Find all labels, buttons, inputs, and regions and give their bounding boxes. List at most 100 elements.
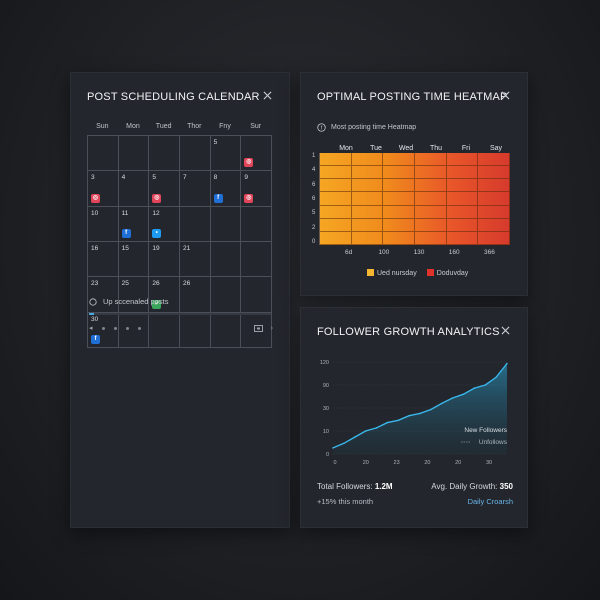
heatmap-cell xyxy=(383,179,415,193)
calendar-day-cell[interactable]: 7 xyxy=(179,171,211,207)
calendar-day-cell[interactable]: 10 xyxy=(88,206,119,242)
calendar-day-cell[interactable] xyxy=(118,312,150,348)
legend-item: Doduvday xyxy=(426,269,469,277)
calendar-day-cell[interactable] xyxy=(210,277,242,313)
heatmap-cell xyxy=(320,192,352,206)
day-number: 16 xyxy=(91,244,99,252)
heatmap-cell xyxy=(478,231,510,245)
heatmap-cell xyxy=(478,192,510,206)
close-icon[interactable] xyxy=(497,322,513,338)
calendar-day-cell[interactable]: ◎ xyxy=(241,136,272,172)
calendar-day-cell[interactable] xyxy=(179,206,211,242)
whatsapp-icon[interactable]: ✓ xyxy=(152,299,162,309)
calendar-day-cell[interactable]: 21 xyxy=(179,241,211,278)
instagram-icon[interactable]: ◎ xyxy=(244,193,254,203)
calendar-day-cell[interactable]: 4 xyxy=(118,171,150,207)
avg-growth: Avg. Daily Growth: 350 xyxy=(431,482,513,491)
daily-growth-link[interactable]: Daily Croarsh xyxy=(467,497,513,506)
heatmap-cell xyxy=(414,179,447,193)
total-followers: Total Followers: 1.2M xyxy=(317,482,393,491)
calendar-day-cell[interactable] xyxy=(149,312,180,348)
instagram-icon[interactable]: ◎ xyxy=(244,158,254,168)
weekday-header: Sun Mon Tued Thor Fny Sur xyxy=(87,123,271,130)
twitter-icon[interactable]: • xyxy=(152,228,162,238)
x-tick-label: 30 xyxy=(486,460,492,466)
page-dot[interactable] xyxy=(101,326,105,330)
total-label: Total Followers: xyxy=(317,482,373,491)
heatmap-cell xyxy=(383,153,415,167)
heatmap-cell xyxy=(320,153,352,167)
heatmap-subtitle-row: f Most posting time Heatmap xyxy=(317,123,416,132)
instagram-icon[interactable]: ◎ xyxy=(91,193,100,203)
heatmap-cell xyxy=(446,218,479,232)
calendar-day-cell[interactable] xyxy=(210,241,242,278)
heatmap-cell xyxy=(383,205,415,219)
heatmap-cell xyxy=(446,231,479,245)
data-point xyxy=(375,427,378,429)
close-icon[interactable] xyxy=(259,87,275,103)
calendar-day-cell[interactable]: 19 xyxy=(149,241,180,278)
calendar-view-icon[interactable] xyxy=(253,324,263,332)
calendar-day-cell[interactable]: 9 ◎ xyxy=(241,171,272,207)
data-point xyxy=(343,442,345,445)
legend-new-followers: New Followers xyxy=(464,427,507,434)
page-dot[interactable] xyxy=(113,326,117,330)
heatmap-y-axis: 1 4 6 6 5 2 0 xyxy=(312,153,315,245)
calendar-day-cell[interactable] xyxy=(241,206,272,242)
prev-icon[interactable]: ◂ xyxy=(89,325,93,332)
calendar-day-cell[interactable]: 5 xyxy=(210,136,242,172)
page-dot[interactable] xyxy=(125,326,129,330)
calendar-day-cell[interactable]: 12 • xyxy=(149,206,180,242)
heatmap-cell xyxy=(478,179,510,193)
calendar-day-cell[interactable] xyxy=(179,136,211,172)
x-tick-label: 0 xyxy=(333,460,336,466)
calendar-day-cell[interactable] xyxy=(179,312,211,348)
calendar-day-cell[interactable]: 3 ◎ xyxy=(88,171,119,207)
calendar-day-cell[interactable]: 30 f xyxy=(88,312,119,348)
calendar-day-cell[interactable]: 5 ◎ xyxy=(149,171,180,207)
heatmap-cell xyxy=(446,192,479,206)
legend-item: Ued nursday xyxy=(367,269,417,277)
close-icon[interactable] xyxy=(497,87,513,103)
calendar-day-cell[interactable]: 15 xyxy=(118,241,150,278)
page-dot[interactable] xyxy=(137,326,141,330)
day-label: Thu xyxy=(429,145,443,152)
calendar-day-cell[interactable] xyxy=(210,312,242,348)
calendar-day-cell[interactable] xyxy=(88,136,119,172)
facebook-icon[interactable]: f xyxy=(213,193,223,203)
calendar-day-cell[interactable] xyxy=(118,136,150,172)
info-icon: f xyxy=(317,123,326,132)
heatmap-cell xyxy=(383,231,415,245)
calendar-day-cell[interactable] xyxy=(241,277,272,313)
y-tick-label: 90 xyxy=(323,383,329,389)
heatmap-grid xyxy=(319,153,510,245)
facebook-icon[interactable]: f xyxy=(91,334,100,344)
data-point xyxy=(386,421,389,424)
calendar-day-cell[interactable] xyxy=(149,136,180,172)
data-point xyxy=(332,447,334,449)
calendar-day-cell[interactable]: 11 f xyxy=(118,206,150,242)
avg-value: 350 xyxy=(499,482,513,491)
heatmap-title: OPTIMAL POSTING TIME HEATMAP xyxy=(317,91,508,103)
heatmap-day-labels: Mon Tue Wed Thu Fri Say xyxy=(331,145,511,152)
next-icon[interactable]: › xyxy=(270,324,273,332)
calendar-day-cell[interactable]: 26 xyxy=(179,277,211,313)
calendar-day-cell[interactable] xyxy=(241,241,272,278)
instagram-icon[interactable]: ◎ xyxy=(152,193,162,203)
calendar-day-cell[interactable] xyxy=(210,206,242,242)
day-number: 8 xyxy=(213,174,218,182)
calendar-day-cell[interactable]: 25 xyxy=(118,277,150,313)
day-number: 26 xyxy=(152,280,160,288)
calendar-day-cell[interactable]: 23 xyxy=(88,277,119,313)
calendar-day-cell[interactable]: 26 ✓ xyxy=(149,277,180,313)
calendar-day-cell[interactable] xyxy=(241,312,272,348)
heatmap-cell xyxy=(351,231,384,245)
day-number: 19 xyxy=(152,244,160,252)
heatmap-cell xyxy=(351,179,384,193)
pagination-row: ◂ › xyxy=(89,323,273,333)
calendar-day-cell[interactable]: 16 xyxy=(88,241,119,278)
heatmap-cell xyxy=(383,192,415,206)
facebook-icon[interactable]: f xyxy=(121,228,131,238)
legend-label: Doduvday xyxy=(436,270,469,277)
